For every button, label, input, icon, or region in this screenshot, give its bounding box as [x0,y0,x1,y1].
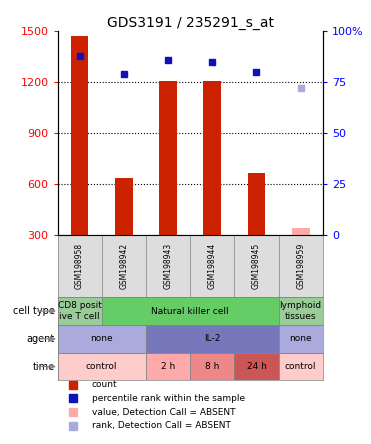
Text: GSM198942: GSM198942 [119,243,128,289]
Text: value, Detection Call = ABSENT: value, Detection Call = ABSENT [92,408,236,416]
Text: control: control [86,362,118,371]
Text: control: control [285,362,316,371]
Bar [279,297,323,325]
Bar [115,178,133,235]
Bar [146,325,279,353]
Bar [203,81,221,235]
Bar [58,353,146,381]
Text: Natural killer cell: Natural killer cell [151,307,229,316]
Text: GSM198943: GSM198943 [164,243,173,289]
Text: GSM198958: GSM198958 [75,243,84,289]
Text: 8 h: 8 h [205,362,219,371]
Text: 2 h: 2 h [161,362,175,371]
Bar [146,353,190,381]
Bar [58,297,102,325]
Text: percentile rank within the sample: percentile rank within the sample [92,394,245,403]
Text: GSM198945: GSM198945 [252,243,261,289]
Bar [159,81,177,235]
Bar [247,173,265,235]
Text: cell type: cell type [13,306,55,316]
Text: none: none [91,334,113,343]
Text: GSM198959: GSM198959 [296,243,305,289]
Text: lymphoid
tissues: lymphoid tissues [280,301,322,321]
Bar [234,353,279,381]
Bar [71,36,88,235]
Bar [190,353,234,381]
Text: CD8 posit
ive T cell: CD8 posit ive T cell [58,301,102,321]
Text: count: count [92,381,118,389]
Text: IL-2: IL-2 [204,334,220,343]
Text: time: time [33,361,55,372]
Text: none: none [289,334,312,343]
Text: rank, Detection Call = ABSENT: rank, Detection Call = ABSENT [92,421,231,430]
Bar [279,325,323,353]
Bar [279,353,323,381]
Text: agent: agent [27,334,55,344]
Title: GDS3191 / 235291_s_at: GDS3191 / 235291_s_at [106,16,274,30]
Bar [102,297,279,325]
Text: GSM198944: GSM198944 [208,243,217,289]
Bar [292,229,309,235]
Bar [58,325,146,353]
Text: 24 h: 24 h [246,362,266,371]
